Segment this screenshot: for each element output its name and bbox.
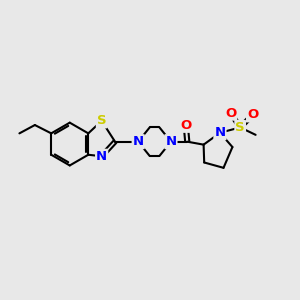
Text: O: O	[180, 119, 191, 132]
Text: O: O	[225, 106, 236, 120]
Text: N: N	[165, 135, 176, 148]
Text: S: S	[236, 121, 245, 134]
Text: N: N	[96, 150, 107, 163]
Text: N: N	[133, 135, 144, 148]
Text: S: S	[97, 114, 106, 128]
Text: O: O	[247, 108, 258, 122]
Text: N: N	[214, 126, 226, 139]
